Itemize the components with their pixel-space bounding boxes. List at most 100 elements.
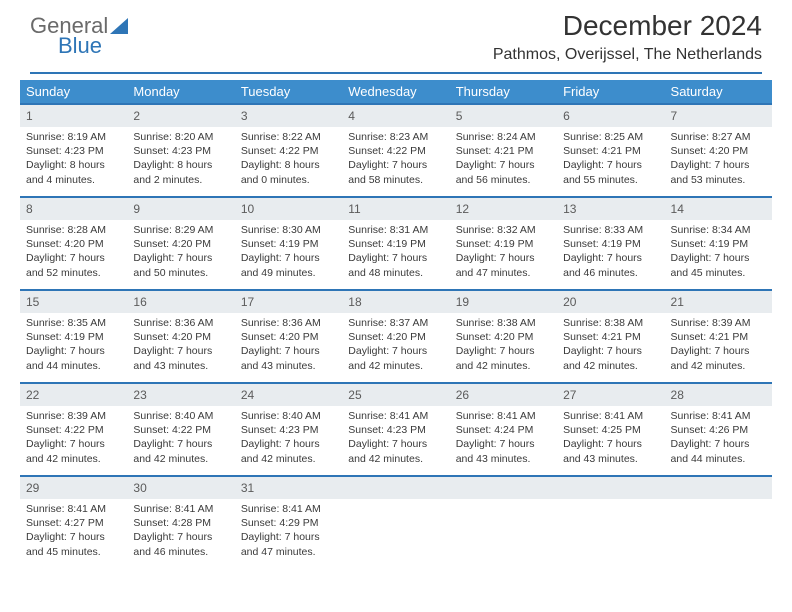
- sunrise-line: Sunrise: 8:38 AM: [456, 316, 551, 330]
- day-number: 16: [133, 293, 228, 311]
- sunset-value: 4:20 PM: [65, 238, 104, 250]
- sunset-label: Sunset:: [26, 331, 65, 343]
- sunset-line: Sunset: 4:27 PM: [26, 516, 121, 530]
- sunset-label: Sunset:: [456, 424, 495, 436]
- day-number: 20: [563, 293, 658, 311]
- sunrise-label: Sunrise:: [26, 317, 67, 329]
- daylight-line: Daylight: 8 hours and 4 minutes.: [26, 158, 121, 186]
- daylight-line: Daylight: 7 hours and 42 minutes.: [348, 437, 443, 465]
- daylight-line: Daylight: 7 hours and 42 minutes.: [563, 344, 658, 372]
- daylight-label: Daylight:: [456, 252, 500, 264]
- day-cell: Sunrise: 8:41 AMSunset: 4:27 PMDaylight:…: [20, 499, 127, 575]
- sunset-line: Sunset: 4:19 PM: [241, 237, 336, 251]
- day-cell: Sunrise: 8:41 AMSunset: 4:25 PMDaylight:…: [557, 406, 664, 476]
- day-data: Sunrise: 8:36 AMSunset: 4:20 PMDaylight:…: [133, 316, 228, 373]
- day-data: Sunrise: 8:38 AMSunset: 4:20 PMDaylight:…: [456, 316, 551, 373]
- sunrise-value: 8:24 AM: [497, 131, 536, 143]
- sunset-label: Sunset:: [26, 517, 65, 529]
- sunset-value: 4:20 PM: [387, 331, 426, 343]
- day-number: 4: [348, 107, 443, 125]
- sunset-value: 4:20 PM: [172, 238, 211, 250]
- day-data: Sunrise: 8:40 AMSunset: 4:22 PMDaylight:…: [133, 409, 228, 466]
- day-number: 21: [671, 293, 766, 311]
- day-cell: [450, 499, 557, 575]
- sunrise-line: Sunrise: 8:31 AM: [348, 223, 443, 237]
- day-number-cell: 6: [557, 104, 664, 127]
- day-number-cell: 21: [665, 290, 772, 313]
- day-number: 13: [563, 200, 658, 218]
- day-cell: Sunrise: 8:31 AMSunset: 4:19 PMDaylight:…: [342, 220, 449, 290]
- sunrise-line: Sunrise: 8:36 AM: [241, 316, 336, 330]
- day-number-cell: 17: [235, 290, 342, 313]
- sunrise-label: Sunrise:: [133, 317, 174, 329]
- sunset-label: Sunset:: [348, 238, 387, 250]
- sunrise-value: 8:29 AM: [175, 224, 214, 236]
- day-cell: Sunrise: 8:32 AMSunset: 4:19 PMDaylight:…: [450, 220, 557, 290]
- sunset-value: 4:20 PM: [709, 145, 748, 157]
- day-data: Sunrise: 8:22 AMSunset: 4:22 PMDaylight:…: [241, 130, 336, 187]
- header-divider: [30, 72, 762, 74]
- daylight-label: Daylight:: [563, 159, 607, 171]
- sunset-value: 4:21 PM: [709, 331, 748, 343]
- daylight-label: Daylight:: [348, 438, 392, 450]
- sunset-label: Sunset:: [671, 238, 710, 250]
- sunset-value: 4:19 PM: [602, 238, 641, 250]
- day-cell: Sunrise: 8:22 AMSunset: 4:22 PMDaylight:…: [235, 127, 342, 197]
- sunrise-value: 8:41 AM: [605, 410, 644, 422]
- daylight-label: Daylight:: [241, 252, 285, 264]
- day-number-cell: 12: [450, 197, 557, 220]
- sunset-line: Sunset: 4:20 PM: [26, 237, 121, 251]
- day-data: Sunrise: 8:41 AMSunset: 4:24 PMDaylight:…: [456, 409, 551, 466]
- calendar-table: SundayMondayTuesdayWednesdayThursdayFrid…: [20, 80, 772, 575]
- sunset-label: Sunset:: [26, 145, 65, 157]
- sunset-label: Sunset:: [133, 238, 172, 250]
- sunrise-label: Sunrise:: [241, 317, 282, 329]
- sunrise-line: Sunrise: 8:38 AM: [563, 316, 658, 330]
- sunset-value: 4:27 PM: [65, 517, 104, 529]
- sunrise-value: 8:41 AM: [712, 410, 751, 422]
- sunrise-value: 8:25 AM: [605, 131, 644, 143]
- sunrise-label: Sunrise:: [133, 410, 174, 422]
- day-number-cell: 29: [20, 476, 127, 499]
- weekday-header: Monday: [127, 80, 234, 104]
- daylight-label: Daylight:: [133, 345, 177, 357]
- day-cell: Sunrise: 8:30 AMSunset: 4:19 PMDaylight:…: [235, 220, 342, 290]
- day-cell: Sunrise: 8:41 AMSunset: 4:29 PMDaylight:…: [235, 499, 342, 575]
- sunrise-label: Sunrise:: [563, 317, 604, 329]
- sunset-value: 4:19 PM: [494, 238, 533, 250]
- sunrise-line: Sunrise: 8:39 AM: [26, 409, 121, 423]
- day-data: Sunrise: 8:39 AMSunset: 4:22 PMDaylight:…: [26, 409, 121, 466]
- day-data: Sunrise: 8:19 AMSunset: 4:23 PMDaylight:…: [26, 130, 121, 187]
- day-number: 27: [563, 386, 658, 404]
- sunrise-line: Sunrise: 8:19 AM: [26, 130, 121, 144]
- day-number: 6: [563, 107, 658, 125]
- sunset-value: 4:21 PM: [602, 145, 641, 157]
- sunset-value: 4:23 PM: [65, 145, 104, 157]
- day-number-cell: 22: [20, 383, 127, 406]
- daylight-label: Daylight:: [241, 438, 285, 450]
- sunset-label: Sunset:: [241, 145, 280, 157]
- daylight-line: Daylight: 7 hours and 46 minutes.: [133, 530, 228, 558]
- sunset-value: 4:20 PM: [279, 331, 318, 343]
- sunset-label: Sunset:: [133, 424, 172, 436]
- sunset-label: Sunset:: [241, 331, 280, 343]
- day-number-cell: 8: [20, 197, 127, 220]
- sunrise-line: Sunrise: 8:28 AM: [26, 223, 121, 237]
- daylight-line: Daylight: 7 hours and 56 minutes.: [456, 158, 551, 186]
- day-cell: Sunrise: 8:28 AMSunset: 4:20 PMDaylight:…: [20, 220, 127, 290]
- daylight-line: Daylight: 7 hours and 43 minutes.: [133, 344, 228, 372]
- weekday-header: Thursday: [450, 80, 557, 104]
- sunset-line: Sunset: 4:21 PM: [671, 330, 766, 344]
- day-number: 11: [348, 200, 443, 218]
- sunset-label: Sunset:: [133, 145, 172, 157]
- sunrise-value: 8:37 AM: [390, 317, 429, 329]
- calendar-head: SundayMondayTuesdayWednesdayThursdayFrid…: [20, 80, 772, 104]
- sunset-line: Sunset: 4:19 PM: [456, 237, 551, 251]
- day-number-cell: 11: [342, 197, 449, 220]
- sunrise-value: 8:33 AM: [605, 224, 644, 236]
- sunset-line: Sunset: 4:23 PM: [26, 144, 121, 158]
- day-number-cell: 26: [450, 383, 557, 406]
- day-cell: [665, 499, 772, 575]
- day-data: Sunrise: 8:27 AMSunset: 4:20 PMDaylight:…: [671, 130, 766, 187]
- daylight-line: Daylight: 7 hours and 42 minutes.: [456, 344, 551, 372]
